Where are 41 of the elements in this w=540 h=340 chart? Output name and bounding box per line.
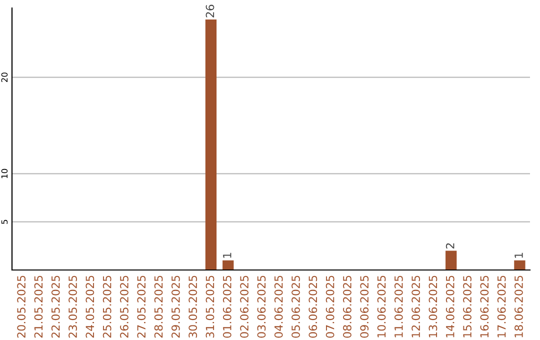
- x-tick-label: 07.06.2025: [326, 276, 334, 338]
- x-tick-label: 09.06.2025: [360, 276, 369, 338]
- bar: [205, 20, 217, 270]
- data-label: 26: [206, 4, 214, 18]
- x-tick-label: 22.05.2025: [51, 276, 60, 338]
- x-tick-label: 25.05.2025: [102, 276, 112, 338]
- x-tick-label: 21.05.2025: [34, 276, 43, 338]
- x-tick-label: 18.06.2025: [514, 276, 523, 338]
- x-tick-label: 13.06.2025: [428, 276, 438, 338]
- y-tick-label: 10: [1, 168, 8, 178]
- x-tick-label: 01.06.2025: [222, 276, 232, 338]
- x-tick-label: 05.06.2025: [292, 276, 300, 338]
- x-tick-label: 23.05.2025: [68, 276, 77, 338]
- data-label: 2: [446, 243, 454, 249]
- x-tick-label: 04.06.2025: [274, 276, 283, 338]
- x-tick-label: 27.05.2025: [137, 276, 146, 338]
- x-tick-label: 15.06.2025: [463, 276, 472, 338]
- bar: [514, 260, 526, 270]
- data-label: 1: [223, 252, 232, 258]
- x-tick-label: 12.06.2025: [412, 276, 420, 338]
- y-tick-label: 5: [1, 220, 8, 224]
- x-tick-label: 28.05.2025: [154, 276, 163, 338]
- x-tick-label: 14.06.2025: [446, 276, 454, 338]
- x-tick-label: 17.06.2025: [497, 276, 506, 338]
- x-tick-label: 08.06.2025: [343, 276, 352, 338]
- x-tick-label: 29.05.2025: [171, 276, 180, 338]
- x-tick-label: 02.06.2025: [240, 276, 248, 338]
- x-tick-label: 31.05.2025: [206, 276, 214, 338]
- y-tick-label: 20: [1, 72, 8, 82]
- x-tick-label: 10.06.2025: [377, 276, 386, 338]
- x-tick-label: 30.05.2025: [188, 276, 198, 338]
- x-tick-label: 26.05.2025: [120, 276, 128, 338]
- x-tick-label: 16.06.2025: [480, 276, 489, 338]
- x-tick-label: 03.06.2025: [257, 276, 266, 338]
- data-label: 1: [514, 252, 523, 258]
- bar: [222, 260, 234, 270]
- x-tick-label: 11.06.2025: [394, 276, 403, 338]
- x-tick-label: 06.06.2025: [308, 276, 318, 338]
- bar: [446, 250, 457, 270]
- x-tick-label: 20.05.2025: [17, 276, 26, 338]
- x-tick-label: 24.05.2025: [86, 276, 94, 338]
